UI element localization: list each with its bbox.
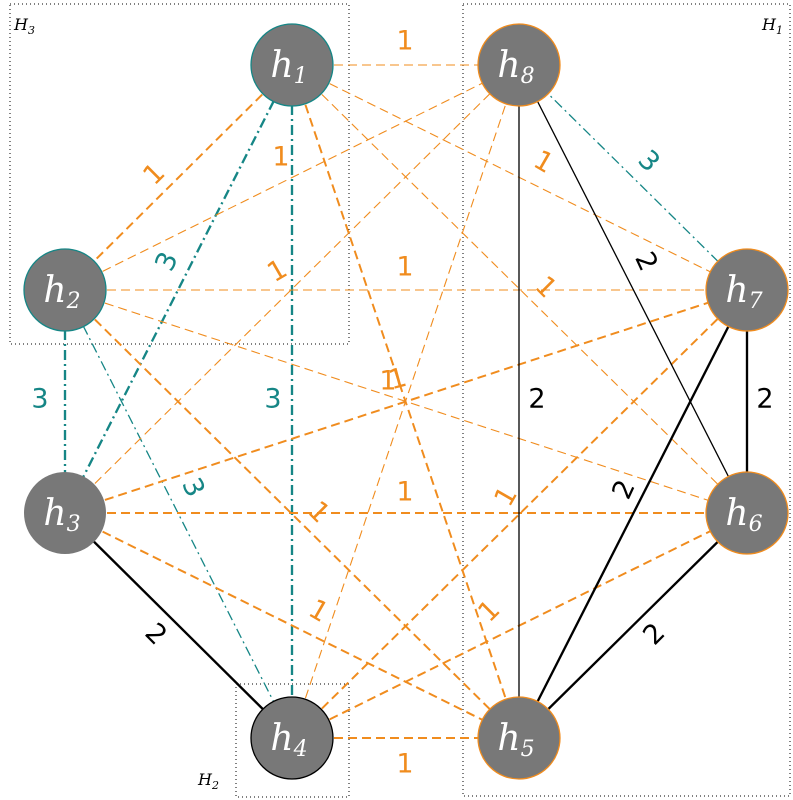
edge-weight-h2-h8: 1 <box>262 253 292 288</box>
edge-weight-h3-h6: 1 <box>396 477 413 508</box>
edge-weight-h1-h6: 1 <box>529 270 563 304</box>
group-box-h2 <box>235 683 350 798</box>
edge-weight-h3-h5: 1 <box>303 593 333 628</box>
edge-h5-h6 <box>518 512 748 739</box>
edges <box>63 64 749 739</box>
edge-weight-h2-h4: 3 <box>175 473 210 502</box>
node-h4[interactable]: h4 <box>250 696 334 780</box>
edge-h1-h3 <box>63 64 294 514</box>
edge-weight-h4-h6: 1 <box>472 594 506 628</box>
edge-weight-h2-h7: 1 <box>396 252 413 283</box>
edge-weight-h3-h4: 2 <box>139 617 173 651</box>
edge-h7-h8 <box>518 64 748 291</box>
edge-h5-h7 <box>517 289 749 739</box>
node-h7[interactable]: h7 <box>705 248 789 332</box>
edge-h6-h8 <box>518 64 748 514</box>
group-boxes: H3 H1 H2 <box>9 3 791 798</box>
edge-h2-h5 <box>64 289 520 739</box>
edge-weight-h5-h7: 2 <box>606 475 641 504</box>
edge-weight-h1-h4: 3 <box>264 384 281 415</box>
node-circle-h2 <box>23 248 107 332</box>
node-circle-h4 <box>250 696 334 780</box>
nodes: h1 h2 h3 h4 h5 h6 h7 h8 <box>23 23 789 780</box>
node-h1[interactable]: h1 <box>250 23 334 107</box>
group-label-h1: H1 <box>761 15 783 37</box>
edge-weight-h5-h8: 2 <box>528 384 545 415</box>
edge-weight-h2-h3: 3 <box>31 384 48 415</box>
node-h8[interactable]: h8 <box>477 23 561 107</box>
group-label-h2: H2 <box>197 770 219 792</box>
edge-weight-h5-h6: 2 <box>637 617 671 651</box>
edge-h3-h8 <box>64 64 520 514</box>
node-h6[interactable]: h6 <box>705 471 789 555</box>
node-circle-h5 <box>477 696 561 780</box>
node-circle-h7 <box>705 248 789 332</box>
edge-weight-h1-h5: 1 <box>272 142 289 173</box>
node-circle-h6 <box>705 471 789 555</box>
node-h2[interactable]: h2 <box>23 248 107 332</box>
node-label-h1: h1 <box>270 45 307 89</box>
edge-h3-h4 <box>64 512 293 739</box>
edge-h3-h5 <box>64 512 520 739</box>
group-box-h1 <box>462 3 791 797</box>
edge-weight-h2-h5: 1 <box>302 495 336 529</box>
edge-weight-h1-h3: 3 <box>149 247 184 276</box>
edge-weight-h2-h6: 1 <box>379 366 396 397</box>
node-h3[interactable]: h3 <box>24 472 106 554</box>
edge-h2-h8 <box>64 64 520 291</box>
group-box-h3 <box>9 3 350 345</box>
edge-weight-h1-h2: 1 <box>137 157 171 191</box>
node-circle-h3 <box>24 472 106 554</box>
group-label-h3: H3 <box>13 15 35 37</box>
edge-weight-h1-h7: 1 <box>528 144 558 179</box>
edge-weight-h1-h8: 1 <box>396 26 413 57</box>
node-label-h4: h4 <box>270 718 307 762</box>
node-circle-h8 <box>477 23 561 107</box>
edge-h1-h2 <box>64 64 293 291</box>
edge-weight-h6-h7: 2 <box>756 384 773 415</box>
edge-h2-h4 <box>64 289 293 739</box>
node-h5[interactable]: h5 <box>477 696 561 780</box>
edge-weight-h4-h5: 1 <box>396 749 413 780</box>
node-circle-h1 <box>250 23 334 107</box>
edge-weight-h6-h8: 2 <box>628 247 663 276</box>
edge-h4-h8 <box>291 64 520 739</box>
edge-weight-h7-h8: 3 <box>632 144 666 178</box>
